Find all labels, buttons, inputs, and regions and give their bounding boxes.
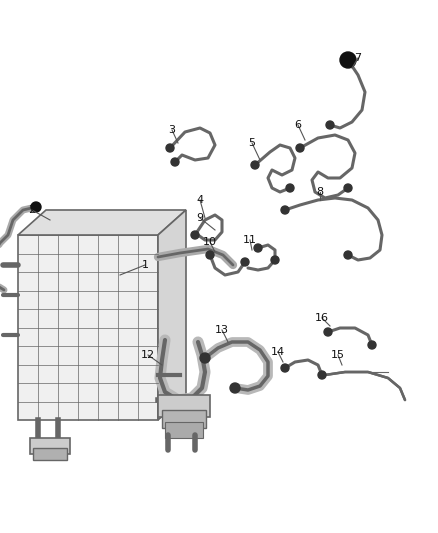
Text: 13: 13 — [215, 325, 229, 335]
Text: 7: 7 — [354, 53, 361, 63]
Circle shape — [286, 184, 294, 192]
Circle shape — [344, 184, 352, 192]
Circle shape — [318, 371, 326, 379]
Text: 10: 10 — [203, 237, 217, 247]
Circle shape — [191, 231, 199, 239]
Text: 16: 16 — [315, 313, 329, 323]
Text: 14: 14 — [271, 347, 285, 357]
Text: 15: 15 — [331, 350, 345, 360]
Text: 12: 12 — [141, 350, 155, 360]
Bar — [33, 448, 67, 460]
Text: 11: 11 — [243, 235, 257, 245]
Polygon shape — [158, 210, 186, 420]
Circle shape — [230, 383, 240, 393]
Text: 9: 9 — [196, 213, 204, 223]
Circle shape — [241, 258, 249, 266]
Text: 8: 8 — [316, 187, 324, 197]
Text: 1: 1 — [141, 260, 148, 270]
Polygon shape — [18, 235, 158, 420]
Text: 6: 6 — [294, 120, 301, 130]
Circle shape — [254, 244, 262, 252]
Circle shape — [271, 256, 279, 264]
Circle shape — [281, 206, 289, 214]
Bar — [158, 395, 210, 417]
Circle shape — [206, 251, 214, 259]
Text: 4: 4 — [196, 195, 204, 205]
Text: 2: 2 — [28, 205, 35, 215]
Circle shape — [324, 328, 332, 336]
Circle shape — [326, 121, 334, 129]
Circle shape — [368, 341, 376, 349]
Polygon shape — [18, 210, 186, 235]
Circle shape — [281, 364, 289, 372]
Bar — [162, 410, 206, 428]
Bar — [165, 422, 203, 438]
Circle shape — [344, 251, 352, 259]
Circle shape — [251, 161, 259, 169]
Circle shape — [200, 353, 210, 363]
Text: 5: 5 — [248, 138, 255, 148]
Circle shape — [296, 144, 304, 152]
Bar — [30, 438, 70, 454]
Circle shape — [171, 158, 179, 166]
Circle shape — [31, 202, 41, 212]
Circle shape — [166, 144, 174, 152]
Text: 3: 3 — [169, 125, 176, 135]
Circle shape — [340, 52, 356, 68]
